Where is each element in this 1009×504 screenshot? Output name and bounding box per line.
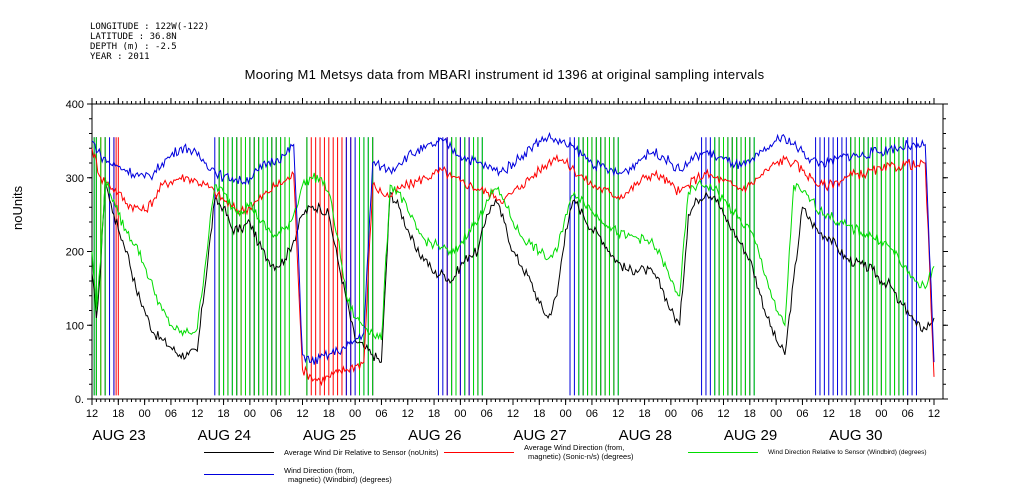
x-tick-label: 00 xyxy=(665,408,677,420)
data-line-series-3 xyxy=(91,172,935,341)
x-day-label: AUG 24 xyxy=(198,427,251,444)
x-tick-label: 18 xyxy=(849,408,861,420)
data-line-series-2 xyxy=(91,148,935,387)
x-tick-label: 06 xyxy=(165,408,177,420)
legend-label: Wind Direction (from, xyxy=(284,466,355,475)
x-tick-label: 18 xyxy=(533,408,545,420)
x-tick-label: 18 xyxy=(428,408,440,420)
legend-label: magnetic) (Windbird) (degrees) xyxy=(288,475,392,484)
x-tick-label: 06 xyxy=(691,408,703,420)
legend-label: Wind Direction Relative to Sensor (Windb… xyxy=(768,449,927,456)
x-day-label: AUG 23 xyxy=(92,427,145,444)
x-tick-label: 12 xyxy=(612,408,624,420)
x-day-label: AUG 28 xyxy=(619,427,672,444)
x-tick-label: 18 xyxy=(638,408,650,420)
y-tick-label: 300 xyxy=(66,173,84,185)
latitude-text: LATITUDE : 36.8N xyxy=(90,32,177,42)
x-tick-label: 06 xyxy=(586,408,598,420)
x-tick-label: 00 xyxy=(244,408,256,420)
x-tick-label: 06 xyxy=(270,408,282,420)
x-tick-label: 00 xyxy=(139,408,151,420)
x-tick-label: 12 xyxy=(507,408,519,420)
x-day-label: AUG 29 xyxy=(724,427,777,444)
y-tick-label: 200 xyxy=(66,247,84,259)
depth-text: DEPTH (m) : -2.5 xyxy=(90,42,177,52)
legend-swatch-red xyxy=(444,452,514,453)
y-tick-label: 0. xyxy=(75,394,84,406)
legend-swatch-blue xyxy=(204,474,274,475)
y-tick-label: 400 xyxy=(66,99,84,111)
longitude-text: LONGITUDE : 122W(-122) xyxy=(90,22,210,32)
year-text: YEAR : 2011 xyxy=(90,52,150,62)
x-tick-label: 12 xyxy=(717,408,729,420)
x-tick-label: 12 xyxy=(191,408,203,420)
x-tick-label: 00 xyxy=(454,408,466,420)
x-tick-label: 12 xyxy=(928,408,940,420)
x-tick-label: 00 xyxy=(770,408,782,420)
x-tick-label: 18 xyxy=(744,408,756,420)
x-day-label: AUG 30 xyxy=(829,427,882,444)
legend-label: Average Wind Dir Relative to Sensor (noU… xyxy=(284,448,439,457)
x-tick-label: 12 xyxy=(823,408,835,420)
x-tick-label: 00 xyxy=(349,408,361,420)
legend-item-blue: Wind Direction (from, magnetic) (Windbir… xyxy=(284,466,392,484)
x-tick-label: 12 xyxy=(86,408,98,420)
x-tick-label: 18 xyxy=(112,408,124,420)
x-tick-label: 18 xyxy=(217,408,229,420)
x-tick-label: 06 xyxy=(796,408,808,420)
data-line-series-1 xyxy=(91,177,935,364)
legend-swatch-black xyxy=(204,452,274,453)
x-tick-label: 06 xyxy=(481,408,493,420)
data-line-series-4 xyxy=(91,131,935,365)
x-tick-label: 06 xyxy=(902,408,914,420)
y-axis-label: noUnits xyxy=(10,185,25,230)
x-day-label: AUG 27 xyxy=(513,427,566,444)
x-tick-label: 00 xyxy=(560,408,572,420)
x-tick-label: 00 xyxy=(875,408,887,420)
legend-item-red: Average Wind Direction (from, magnetic) … xyxy=(524,443,633,461)
legend-item-black: Average Wind Dir Relative to Sensor (noU… xyxy=(284,448,439,457)
x-tick-label: 18 xyxy=(323,408,335,420)
x-day-label: AUG 26 xyxy=(408,427,461,444)
legend-label: Average Wind Direction (from, xyxy=(524,443,625,452)
x-day-label: AUG 25 xyxy=(303,427,356,444)
legend-item-green: Wind Direction Relative to Sensor (Windb… xyxy=(768,448,927,457)
x-tick-label: 06 xyxy=(375,408,387,420)
x-tick-label: 12 xyxy=(402,408,414,420)
legend-swatch-green xyxy=(688,452,758,453)
x-tick-label: 12 xyxy=(296,408,308,420)
legend-label: magnetic) (Sonic-n/s) (degrees) xyxy=(528,452,634,461)
chart-title: Mooring M1 Metsys data from MBARI instru… xyxy=(244,67,765,82)
metadata-block: LONGITUDE : 122W(-122) LATITUDE : 36.8N … xyxy=(90,22,209,62)
y-tick-label: 100 xyxy=(66,320,84,332)
